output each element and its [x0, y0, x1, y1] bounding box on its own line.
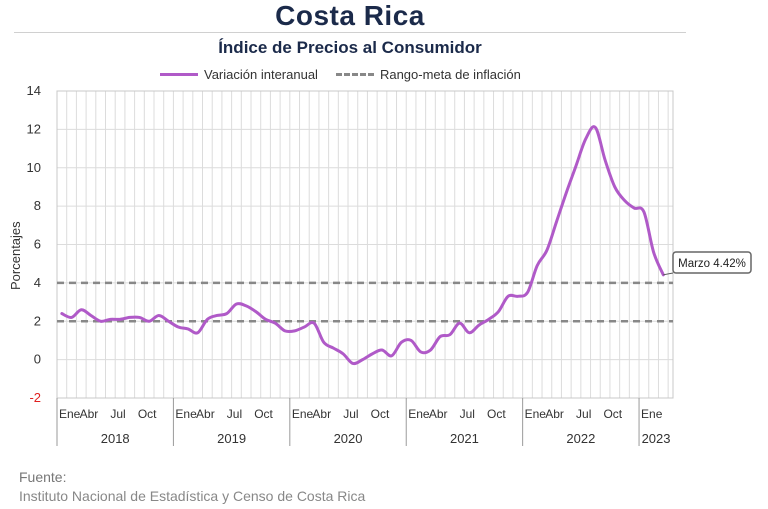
- x-tick-label: Oct: [138, 407, 157, 421]
- x-year-label: 2019: [217, 431, 246, 446]
- x-tick-label: Abr: [196, 407, 215, 421]
- x-tick-label: Jul: [227, 407, 242, 421]
- x-year-label: 2021: [450, 431, 479, 446]
- x-tick-label: Abr: [312, 407, 331, 421]
- y-tick-label: 12: [27, 121, 41, 136]
- x-tick-label: Ene: [175, 407, 197, 421]
- x-year-label: 2023: [642, 431, 671, 446]
- x-tick-label: Abr: [80, 407, 99, 421]
- y-tick-label: 0: [34, 352, 41, 367]
- x-tick-label: Ene: [59, 407, 81, 421]
- y-tick-label: 2: [34, 313, 41, 328]
- chart-subtitle: Índice de Precios al Consumidor: [218, 38, 482, 57]
- x-tick-label: Jul: [576, 407, 591, 421]
- x-tick-label: Ene: [292, 407, 314, 421]
- x-tick-label: Jul: [110, 407, 125, 421]
- y-tick-label: 6: [34, 237, 41, 252]
- legend-target-label: Rango-meta de inflación: [379, 67, 521, 82]
- x-year-label: 2020: [334, 431, 363, 446]
- x-tick-label: Oct: [371, 407, 390, 421]
- annotation-text: Marzo 4.42%: [678, 258, 746, 270]
- x-tick-label: Ene: [408, 407, 430, 421]
- x-tick-label: Ene: [525, 407, 547, 421]
- annotation-leader: [663, 272, 674, 276]
- x-year-label: 2018: [101, 431, 130, 446]
- legend: Variación interanual Rango-meta de infla…: [160, 67, 521, 82]
- y-tick-label: 10: [27, 160, 41, 175]
- legend-series-label: Variación interanual: [204, 67, 318, 82]
- legend-series-swatch: [160, 73, 198, 76]
- x-tick-label: Oct: [603, 407, 622, 421]
- source-text: Instituto Nacional de Estadística y Cens…: [19, 488, 366, 504]
- source-label: Fuente:: [19, 469, 67, 485]
- x-tick-label: Abr: [429, 407, 448, 421]
- x-tick-label: Jul: [343, 407, 358, 421]
- x-tick-label: Abr: [545, 407, 564, 421]
- title-divider: [14, 32, 686, 33]
- series-line-variacion: [60, 125, 665, 366]
- y-tick-label: 8: [34, 198, 41, 213]
- x-tick-label: Oct: [254, 407, 273, 421]
- annotation-box: [672, 251, 752, 274]
- x-year-label: 2022: [566, 431, 595, 446]
- legend-target-swatch: [335, 73, 374, 76]
- x-tick-label: Oct: [487, 407, 506, 421]
- x-tick-label: Ene: [641, 407, 663, 421]
- y-tick-label: 14: [27, 83, 41, 98]
- plot-area: [56, 90, 674, 399]
- chart-title: Costa Rica: [275, 0, 425, 31]
- x-tick-label: Jul: [460, 407, 475, 421]
- y-tick-label: 4: [34, 275, 41, 290]
- y-tick-label: -2: [29, 390, 41, 405]
